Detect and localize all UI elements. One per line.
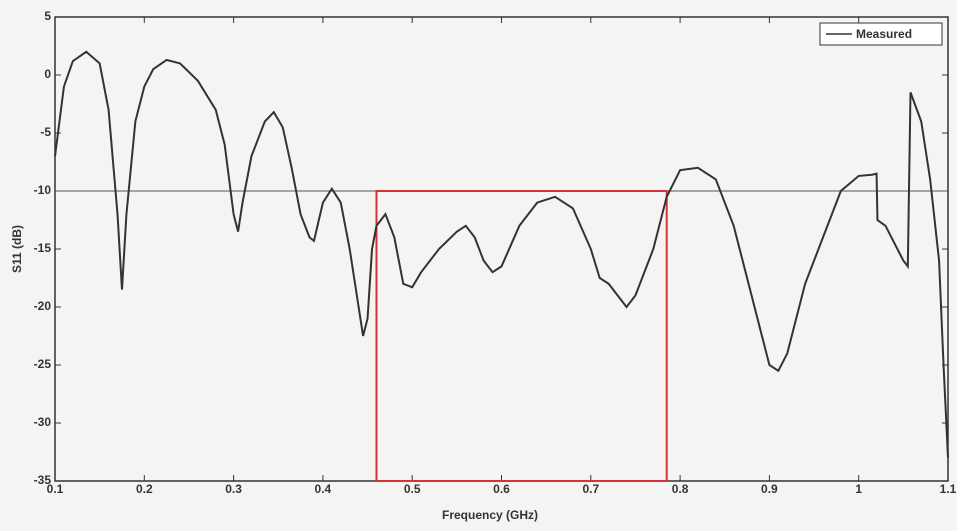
x-tick-label: 0.2 <box>136 482 153 496</box>
y-tick-label: -25 <box>34 357 52 371</box>
y-tick-label: -5 <box>40 125 51 139</box>
x-tick-label: 0.1 <box>47 482 64 496</box>
y-axis-label: S11 (dB) <box>10 225 24 273</box>
x-tick-label: 0.9 <box>761 482 778 496</box>
plot-frame <box>54 16 949 482</box>
x-tick-label: 0.4 <box>315 482 332 496</box>
y-tick-label: 5 <box>44 9 51 23</box>
data-line <box>54 50 949 458</box>
legend-box <box>819 22 943 46</box>
x-tick-label: 1.1 <box>940 482 957 496</box>
y-tick-label: -20 <box>34 299 52 313</box>
x-tick-label: 0.5 <box>404 482 421 496</box>
x-tick-label: 0.7 <box>582 482 599 496</box>
y-tick-label: -15 <box>34 241 52 255</box>
y-tick-label: -35 <box>34 473 52 487</box>
y-tick-label: -10 <box>34 183 52 197</box>
y-tick-label: -30 <box>34 415 52 429</box>
x-tick-label: 1 <box>855 482 862 496</box>
y-tick-label: 0 <box>44 67 51 81</box>
highlight-box <box>375 190 668 482</box>
x-tick-label: 0.8 <box>672 482 689 496</box>
x-tick-label: 0.3 <box>225 482 242 496</box>
x-axis-label: Frequency (GHz) <box>442 508 538 522</box>
legend-label: Measured <box>856 27 912 41</box>
x-tick-label: 0.6 <box>493 482 510 496</box>
